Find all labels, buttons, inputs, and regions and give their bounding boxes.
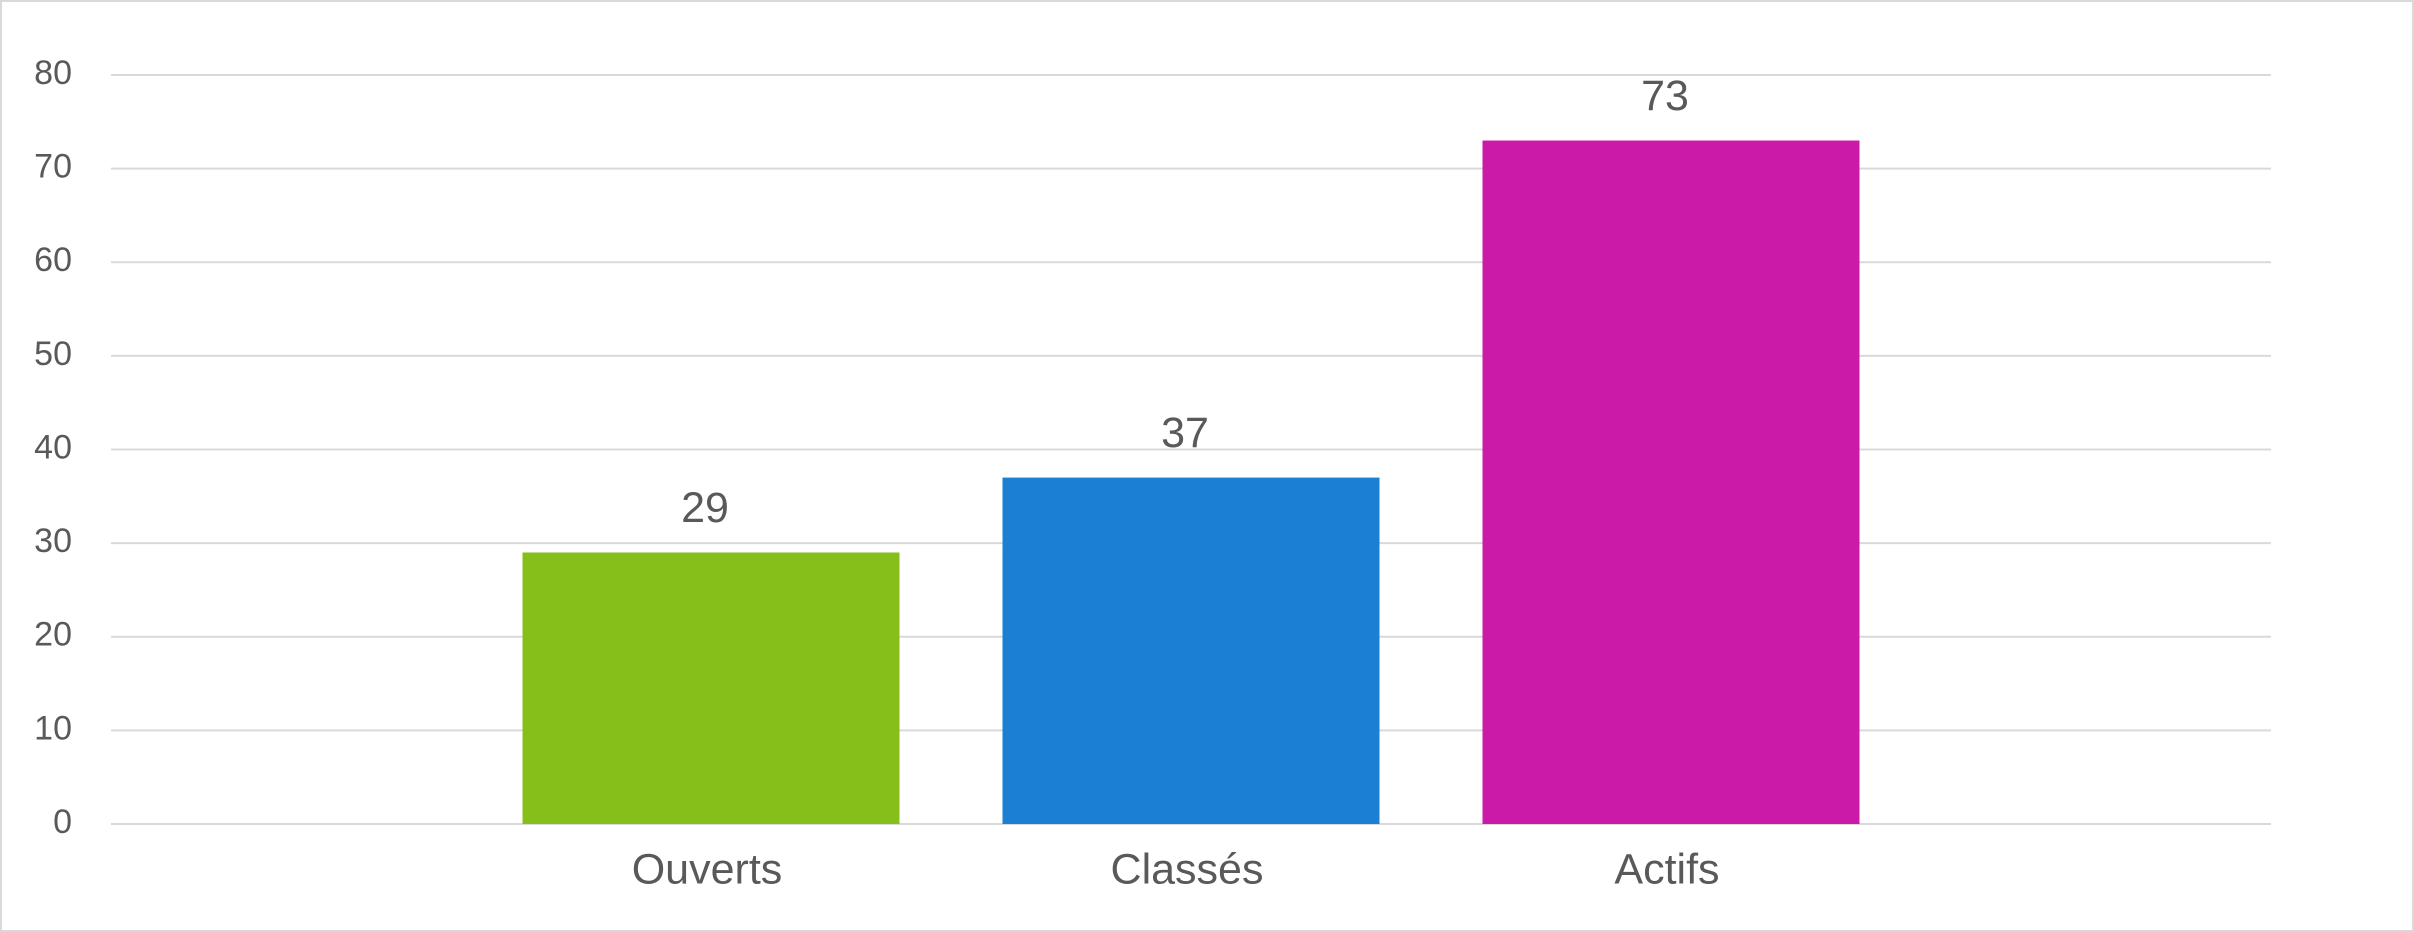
- x-tick-label: Classés: [1111, 845, 1264, 893]
- data-label: 37: [1161, 409, 1209, 457]
- y-tick-label: 80: [34, 54, 72, 92]
- y-tick-label: 50: [34, 335, 72, 373]
- y-tick-label: 0: [53, 803, 72, 841]
- y-tick-label: 70: [34, 148, 72, 186]
- data-label: 73: [1641, 72, 1689, 120]
- y-tick-label: 30: [34, 522, 72, 560]
- bar: [1002, 477, 1380, 824]
- y-tick-label: 40: [34, 428, 72, 466]
- y-tick-label: 10: [34, 709, 72, 747]
- bar: [522, 552, 900, 824]
- y-tick-label: 60: [34, 241, 72, 279]
- x-tick-label: Ouverts: [632, 845, 783, 893]
- x-tick-label: Actifs: [1614, 845, 1719, 893]
- bar: [1482, 140, 1860, 825]
- data-label: 29: [681, 484, 729, 532]
- y-tick-label: 20: [34, 616, 72, 654]
